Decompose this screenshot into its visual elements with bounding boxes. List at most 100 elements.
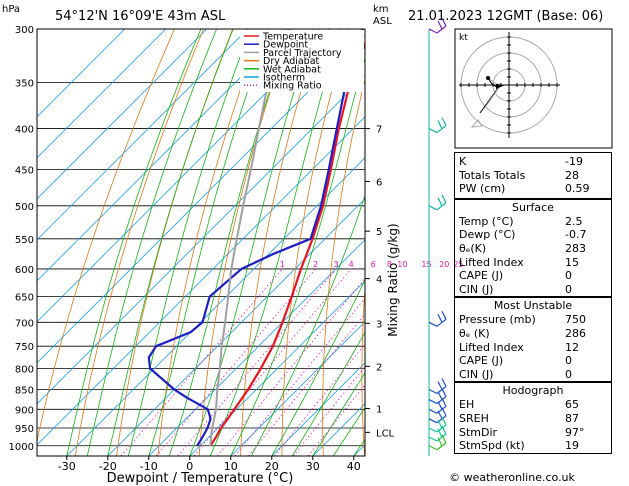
index-label: K <box>459 155 467 168</box>
copyright: © weatheronline.co.uk <box>449 471 575 484</box>
dry-adiabat-line <box>157 29 263 456</box>
km-tick-label: 4 <box>376 275 382 286</box>
dry-adiabat-line <box>74 29 204 456</box>
pressure-tick-label: 850 <box>15 386 34 397</box>
plot-frame <box>36 28 366 457</box>
index-label: PW (cm) <box>459 182 506 196</box>
mixing-ratio-line <box>292 366 365 456</box>
wind-barb-shaft <box>428 418 438 424</box>
wind-barb-icon <box>428 194 447 211</box>
profiles <box>147 29 365 447</box>
surface-title: Surface <box>455 198 611 215</box>
surface-box: Surface Temp (°C) 2.5 Dewp (°C) -0.7 θₑ(K)… <box>454 198 612 298</box>
mixing-ratio-line <box>234 297 365 456</box>
mixing-ratio-label: 4 <box>349 260 354 269</box>
hodo-row: StmDir 97° <box>455 426 611 440</box>
wind-barb-feather <box>441 194 447 204</box>
wet-adiabat-line <box>291 331 365 456</box>
wind-barb-feather <box>437 314 443 323</box>
dry-adiabat-line <box>361 283 365 456</box>
index-row: Totals Totals 28 <box>455 169 611 183</box>
mixing-ratio-label: 6 <box>371 260 376 269</box>
hodograph-frame <box>454 28 613 149</box>
isotherm-line <box>66 157 365 456</box>
altitude-axis: 7 6 5 4 3 2 1 LCL <box>365 125 395 439</box>
mixing-ratio-line <box>120 268 283 456</box>
index-row: K -19 <box>455 155 611 169</box>
wind-barb-icon <box>428 311 447 327</box>
asl-label: ASL <box>373 16 392 27</box>
dry-adiabat-line <box>37 29 175 443</box>
mu-label: CAPE (J) <box>459 354 504 368</box>
wind-barb-feather <box>441 378 447 387</box>
pressure-tick-label: 1000 <box>9 442 34 453</box>
wind-barb-shaft <box>428 28 438 34</box>
mixing-ratio-line <box>217 278 365 456</box>
wind-barb-shaft <box>436 318 447 327</box>
pressure-tick-label: 500 <box>15 202 34 213</box>
hodograph-trace <box>479 77 499 114</box>
mu-value: 0 <box>565 367 572 381</box>
surface-value: 15 <box>565 255 579 269</box>
mixing-ratio-label: 20 <box>439 260 449 269</box>
mu-row: CIN (J) 0 <box>455 368 611 382</box>
hodo-value: 65 <box>565 398 579 412</box>
storm-motion-arrow-icon <box>496 84 505 89</box>
index-value: 0.59 <box>565 182 590 196</box>
isotherm-line <box>37 29 126 118</box>
dry-adiabat-line <box>400 29 436 456</box>
dry-adiabat-line <box>281 29 350 456</box>
pressure-tick-label: 750 <box>15 342 34 353</box>
wet-adiabat-line <box>148 29 270 456</box>
legend-label: Isotherm <box>263 73 305 84</box>
mu-label: Lifted Index <box>459 340 524 354</box>
wind-barbs <box>428 17 447 451</box>
mu-row: θₑ (K) 286 <box>455 327 611 341</box>
temp-tick-label: 10 <box>224 460 238 473</box>
hodograph-marker-icon <box>470 119 483 128</box>
surface-value: 283 <box>565 241 586 255</box>
wind-barb-feather <box>437 197 443 207</box>
wind-barb-icon <box>428 117 447 134</box>
wet-adiabat-line <box>332 406 365 456</box>
wind-barb-shaft <box>428 427 438 433</box>
legend-label: Dry Adiabat <box>263 56 320 67</box>
isotherm-line <box>37 34 365 364</box>
wind-barb-feather <box>441 117 447 126</box>
wind-barb-shaft <box>428 205 438 211</box>
mu-label: Pressure (mb) <box>459 313 536 327</box>
wind-barb-feather <box>437 419 443 429</box>
wet-adiabat-line <box>127 29 251 456</box>
mixing-ratio-line <box>193 268 352 456</box>
isotherm-line <box>37 29 249 241</box>
parcel-trajectory-line <box>209 29 286 446</box>
mixing-ratio-label: 10 <box>397 260 407 269</box>
hodograph-box: Hodograph EH 65 SREH 87 StmDir 97° StmSpd (… <box>454 382 612 454</box>
mixing-ratio-axis-label: Mixing Ratio (g/kg) <box>386 223 400 336</box>
surface-value: 2.5 <box>565 214 583 228</box>
temp-tick-label: 20 <box>265 460 279 473</box>
isotherm-line <box>37 29 290 282</box>
wind-barb-shaft <box>436 25 447 34</box>
mu-row: Lifted Index 12 <box>455 341 611 355</box>
wind-barb-shaft <box>436 442 447 451</box>
mu-label: CIN (J) <box>459 367 494 381</box>
surface-label: CAPE (J) <box>459 269 504 283</box>
km-label: km <box>373 4 389 15</box>
surface-row: Dewp (°C) -0.7 <box>455 228 611 242</box>
mixing-ratio-label: 8 <box>387 260 392 269</box>
isotherm-line <box>37 29 167 159</box>
hodograph-kt-label: kt <box>459 33 468 43</box>
surface-label: Lifted Index <box>459 255 524 269</box>
legend-label: Dewpoint <box>263 40 308 51</box>
hpa-label: hPa <box>2 4 20 15</box>
pressure-tick-label: 600 <box>15 265 34 276</box>
wind-barb-feather <box>441 434 447 444</box>
km-tick-label: 6 <box>376 177 382 188</box>
wind-barb-shaft <box>428 128 438 134</box>
isotherm-line <box>37 75 365 405</box>
temp-tick-label: -10 <box>140 460 158 473</box>
wind-barb-feather <box>437 410 443 420</box>
surface-row: Lifted Index 15 <box>455 256 611 270</box>
wet-adiabat-line <box>168 29 291 456</box>
